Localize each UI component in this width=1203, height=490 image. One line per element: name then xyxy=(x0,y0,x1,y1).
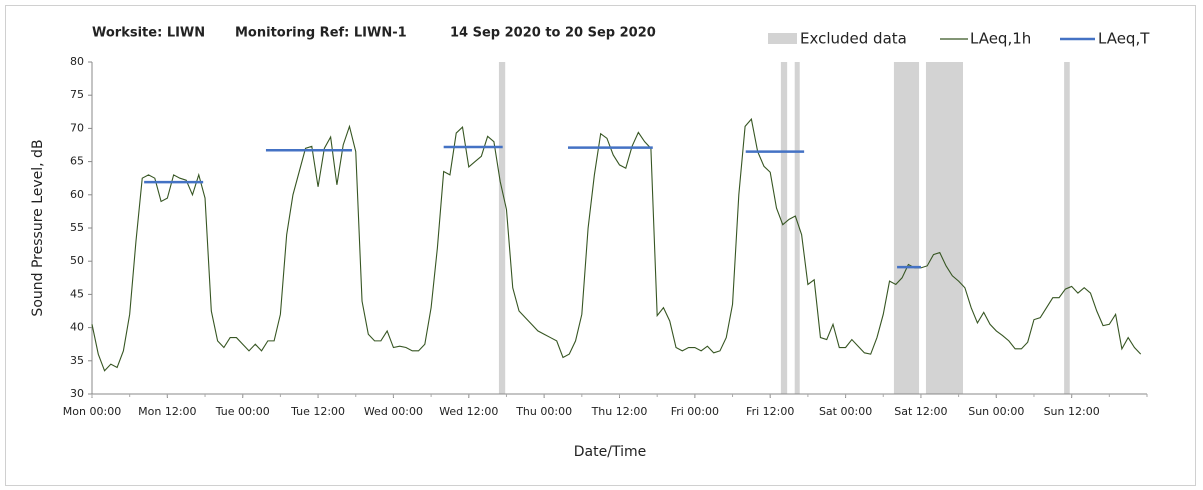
excluded-band xyxy=(498,62,506,394)
x-tick-label: Fri 12:00 xyxy=(746,405,794,418)
x-tick-label: Thu 12:00 xyxy=(591,405,648,418)
excluded-band xyxy=(893,62,920,394)
x-axis-label: Date/Time xyxy=(574,444,646,460)
x-tick-label: Tue 00:00 xyxy=(215,405,270,418)
legend-swatch xyxy=(768,33,797,44)
excluded-band xyxy=(794,62,800,394)
x-tick-label: Tue 12:00 xyxy=(290,405,345,418)
x-tick-label: Sat 12:00 xyxy=(894,405,947,418)
y-tick-label: 50 xyxy=(70,254,84,267)
legend-label: LAeq,T xyxy=(1098,30,1150,48)
title-ref: Monitoring Ref: LIWN-1 xyxy=(235,26,407,41)
legend-label: Excluded data xyxy=(800,30,907,48)
y-tick-label: 55 xyxy=(70,221,84,234)
y-tick-label: 35 xyxy=(70,354,84,367)
y-tick-label: 80 xyxy=(70,55,84,68)
x-tick-label: Mon 12:00 xyxy=(138,405,196,418)
y-tick-label: 60 xyxy=(70,188,84,201)
series-line xyxy=(91,117,1142,372)
x-tick-label: Wed 12:00 xyxy=(439,405,498,418)
x-tick-label: Sun 00:00 xyxy=(968,405,1024,418)
x-tick-label: Sat 00:00 xyxy=(819,405,872,418)
title-dates: 14 Sep 2020 to 20 Sep 2020 xyxy=(450,26,656,41)
y-axis-label: Sound Pressure Level, dB xyxy=(30,139,46,316)
title-worksite: Worksite: LIWN xyxy=(92,26,205,41)
y-tick-label: 65 xyxy=(70,155,84,168)
x-tick-label: Sun 12:00 xyxy=(1044,405,1100,418)
excluded-band xyxy=(1064,62,1070,394)
x-tick-label: Thu 00:00 xyxy=(515,405,572,418)
excluded-band xyxy=(925,62,964,394)
y-tick-label: 30 xyxy=(70,387,84,400)
legend-label: LAeq,1h xyxy=(970,30,1031,48)
x-tick-label: Fri 00:00 xyxy=(671,405,719,418)
chart-frame xyxy=(5,5,1196,486)
y-tick-label: 40 xyxy=(70,321,84,334)
x-tick-label: Mon 00:00 xyxy=(63,405,121,418)
y-tick-label: 75 xyxy=(70,88,84,101)
y-tick-label: 70 xyxy=(70,121,84,134)
x-tick-label: Wed 00:00 xyxy=(364,405,423,418)
y-tick-label: 45 xyxy=(70,287,84,300)
excluded-band xyxy=(780,62,788,394)
